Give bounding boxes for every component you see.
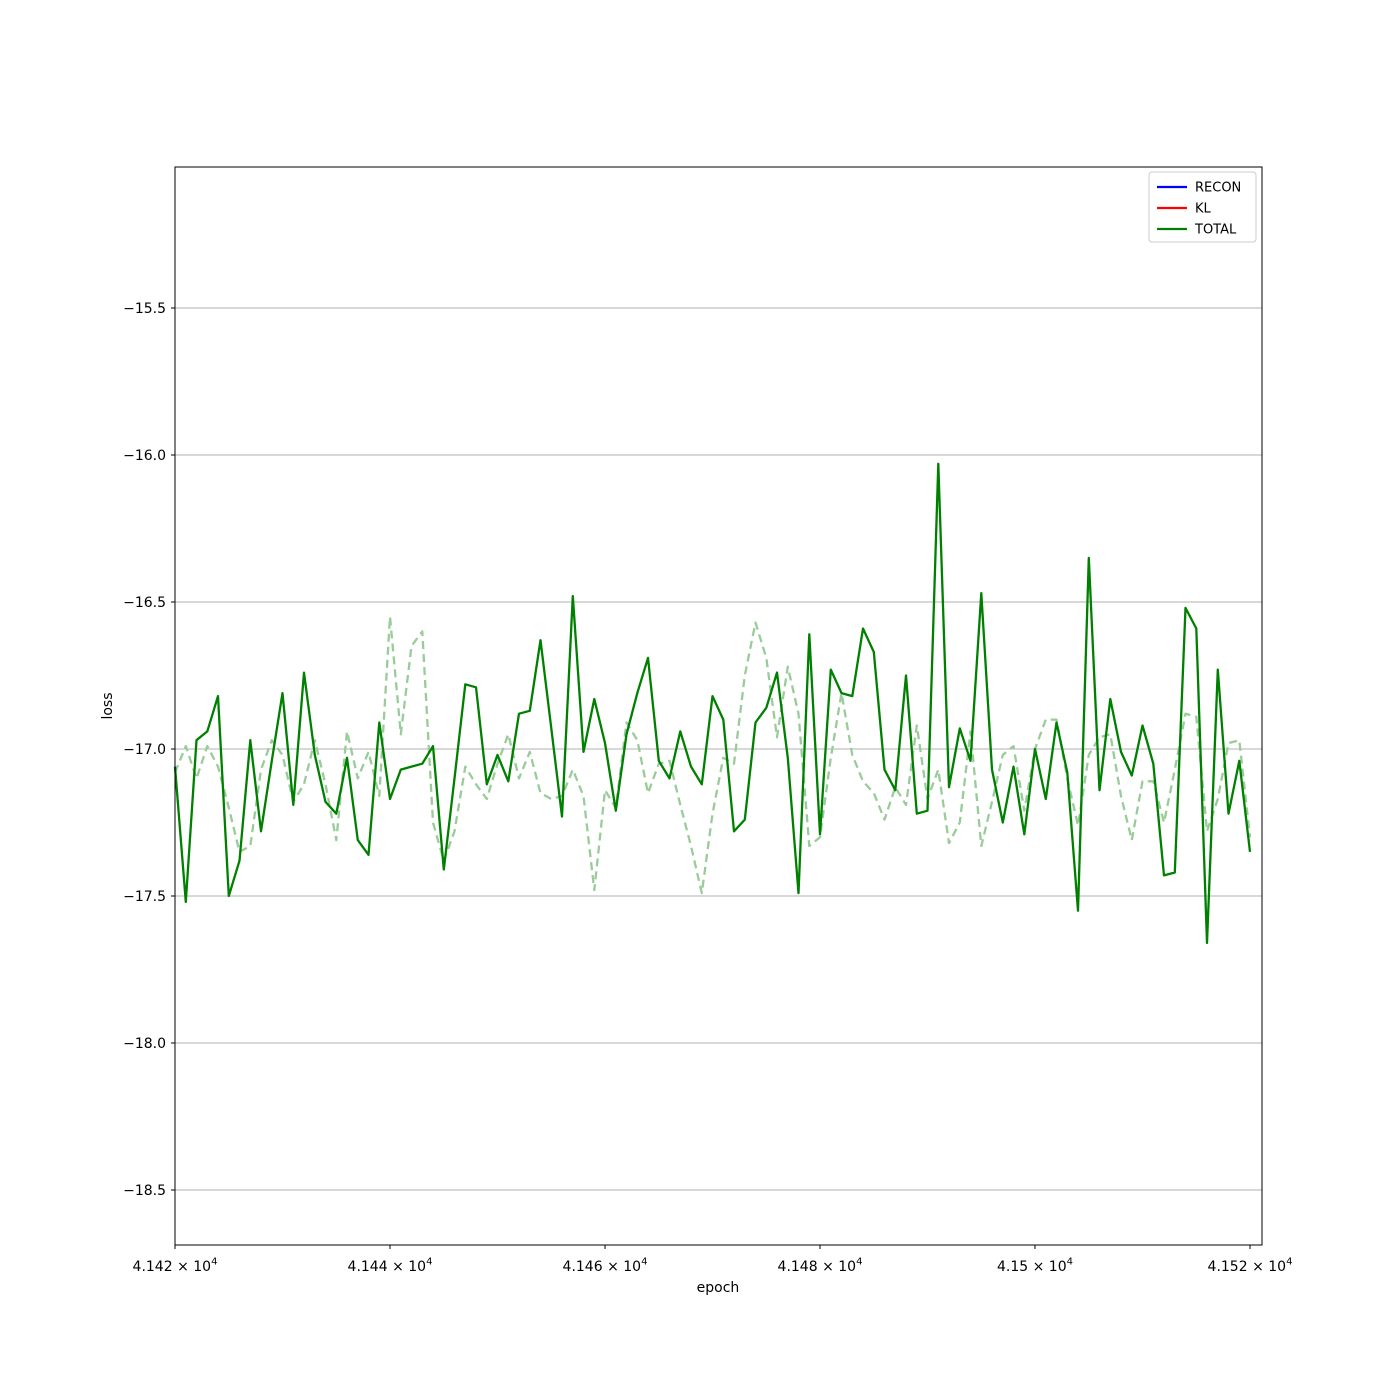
y-axis-ticks: −15.5 −16.0 −16.5 −17.0 −17.5 −18.0 −18.5: [123, 301, 175, 1199]
legend-box: [1148, 171, 1257, 243]
y-tick-label: −18.5: [123, 1183, 166, 1199]
total-loss-line-solid: [173, 462, 1252, 945]
x-tick-label: 4.146 × 104: [563, 1257, 648, 1276]
x-tick-label: 4.142 × 104: [133, 1257, 218, 1276]
series-lines: [173, 462, 1252, 945]
axes-frame: [174, 166, 1263, 1246]
y-axis-title: loss: [100, 692, 116, 719]
legend-entry-recon: RECON: [1157, 181, 1241, 196]
x-tick-label: 4.148 × 104: [778, 1257, 863, 1276]
x-tick-label: 4.152 × 104: [1208, 1257, 1293, 1276]
y-tick-label: −16.0: [123, 448, 166, 464]
x-tick-label: 4.15 × 104: [997, 1257, 1073, 1276]
y-tick-label: −15.5: [123, 301, 166, 317]
y-tick-label: −18.0: [123, 1036, 166, 1052]
legend-label: RECON: [1195, 181, 1241, 196]
legend-label: TOTAL: [1194, 223, 1237, 238]
legend-label: KL: [1195, 202, 1212, 217]
y-tick-label: −17.5: [123, 889, 166, 905]
legend-entry-total: TOTAL: [1157, 223, 1237, 238]
total-loss-line-raw-dashed: [173, 615, 1252, 895]
plot-area-border: [174, 166, 1263, 1246]
legend: RECON KL TOTAL: [1148, 171, 1257, 243]
x-tick-label: 4.144 × 104: [348, 1257, 433, 1276]
legend-entry-kl: KL: [1157, 202, 1212, 217]
y-tick-label: −16.5: [123, 595, 166, 611]
x-axis-title: epoch: [697, 1280, 740, 1296]
y-tick-label: −17.0: [123, 742, 166, 758]
gridlines: [175, 307, 1262, 1191]
x-axis-ticks: 4.142 × 104 4.144 × 104 4.146 × 104 4.148 ×…: [133, 1245, 1293, 1276]
